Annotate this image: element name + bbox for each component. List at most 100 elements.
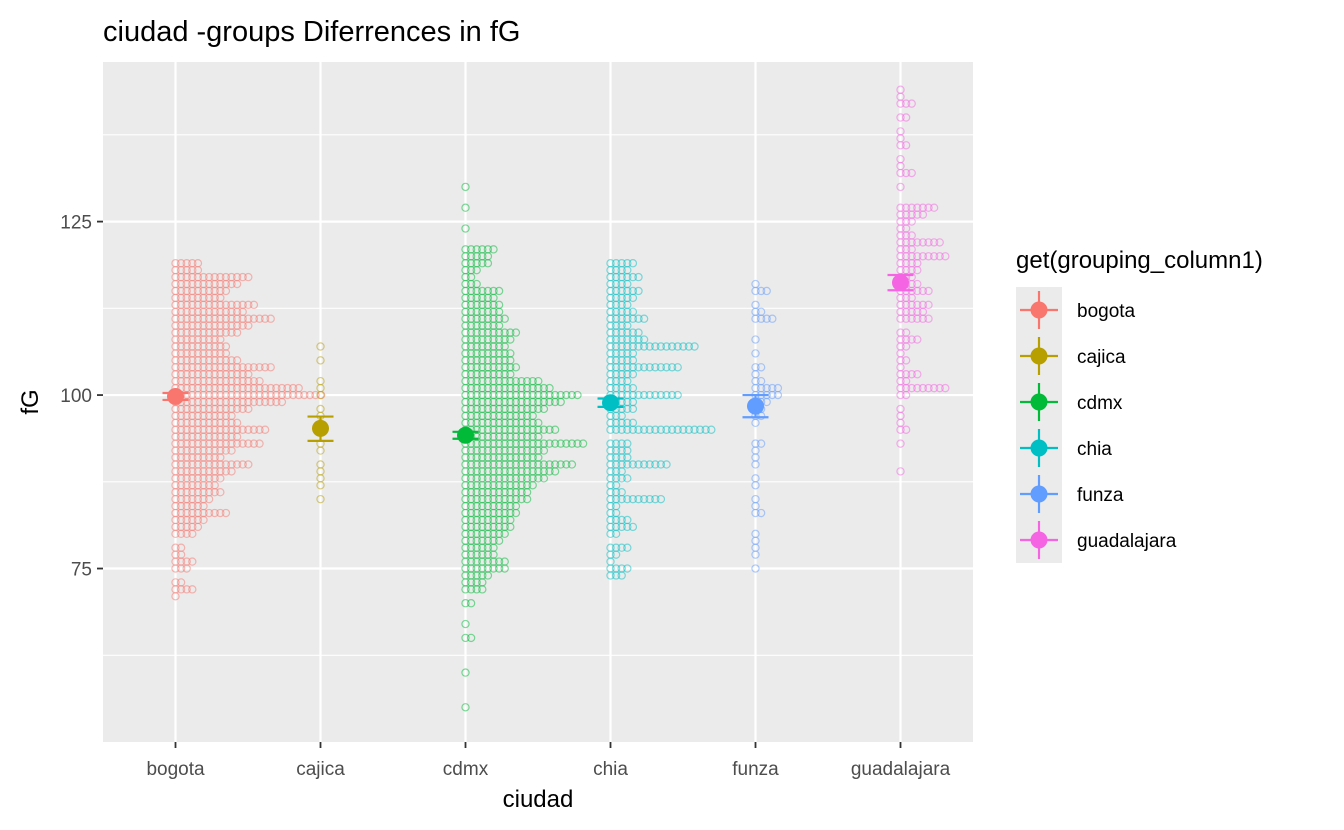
data-dot xyxy=(656,390,666,400)
legend-keys: bogota cajica cdmx chia funza guadalajara xyxy=(1016,287,1177,563)
data-dot xyxy=(896,404,905,414)
y-tick-label: 100 xyxy=(60,386,92,407)
data-dot xyxy=(210,272,219,282)
data-dot xyxy=(907,203,916,212)
mean-point xyxy=(312,419,329,437)
data-dot xyxy=(249,376,259,386)
data-dot xyxy=(639,425,649,434)
data-dot xyxy=(511,363,521,372)
data-dot xyxy=(907,231,916,240)
data-dot xyxy=(701,425,710,434)
data-dot xyxy=(562,439,571,448)
data-dot xyxy=(617,515,626,525)
data-dot xyxy=(896,113,905,122)
data-dot xyxy=(634,494,643,504)
y-axis-title: fG xyxy=(17,389,44,414)
data-dot xyxy=(634,314,643,323)
data-dot xyxy=(567,460,577,469)
data-dot xyxy=(756,307,766,316)
data-dot xyxy=(210,508,219,518)
data-dot xyxy=(232,356,242,365)
data-dot xyxy=(651,425,660,434)
data-dot xyxy=(684,425,694,434)
data-dot xyxy=(500,328,509,337)
data-dot xyxy=(489,286,498,296)
data-dot xyxy=(623,439,632,448)
data-dot xyxy=(244,272,253,282)
data-dot xyxy=(773,383,783,393)
data-dot xyxy=(611,259,621,268)
data-dot xyxy=(255,376,264,386)
data-dot xyxy=(244,425,253,434)
data-dot xyxy=(651,494,660,504)
data-dot xyxy=(901,356,911,365)
data-dot xyxy=(311,390,320,400)
data-dot xyxy=(639,314,649,323)
data-dot xyxy=(690,342,699,351)
data-dot xyxy=(907,168,916,178)
data-dot xyxy=(634,425,643,434)
legend-label: funza xyxy=(1077,485,1124,506)
data-dot xyxy=(941,252,950,261)
data-dot xyxy=(249,439,259,448)
data-dot xyxy=(260,363,270,372)
data-dot xyxy=(316,376,325,386)
x-tick-label: funza xyxy=(732,759,779,780)
data-dot xyxy=(751,494,760,504)
data-dot xyxy=(896,467,905,476)
data-dot xyxy=(651,460,660,469)
data-dot xyxy=(684,342,694,351)
data-dot xyxy=(656,494,666,504)
data-dot xyxy=(171,578,180,587)
data-dot xyxy=(578,439,588,448)
data-dot xyxy=(461,224,470,233)
data-dot xyxy=(545,439,554,448)
data-dot xyxy=(628,522,638,532)
data-dot xyxy=(305,390,315,400)
data-dot xyxy=(255,439,264,448)
data-dot xyxy=(249,300,259,310)
data-dot xyxy=(617,564,626,573)
data-dot xyxy=(901,113,911,122)
data-dot xyxy=(478,245,487,254)
data-dot xyxy=(662,425,671,434)
x-axis-title: ciudad xyxy=(503,786,574,813)
data-dot xyxy=(901,328,911,337)
data-dot xyxy=(623,515,632,525)
data-dot xyxy=(611,439,621,448)
data-dot xyxy=(227,300,236,310)
data-dot xyxy=(662,460,671,469)
y-tick-label: 125 xyxy=(60,213,92,234)
data-dot xyxy=(924,238,933,247)
legend-title: get(grouping_column1) xyxy=(1016,247,1263,274)
mean-point xyxy=(892,274,909,292)
data-dot xyxy=(461,668,470,677)
data-dot xyxy=(227,460,236,469)
data-dot xyxy=(204,272,214,282)
data-dot xyxy=(679,425,688,434)
data-dot xyxy=(461,703,470,712)
data-dot xyxy=(896,154,905,164)
data-dot xyxy=(639,335,649,344)
data-dot xyxy=(751,564,760,573)
data-dot xyxy=(545,460,554,469)
data-dot xyxy=(534,418,543,428)
data-dot xyxy=(929,203,939,212)
data-dot xyxy=(913,370,922,379)
data-dot xyxy=(494,557,504,566)
data-dot xyxy=(756,508,766,518)
legend-label: chia xyxy=(1077,439,1112,460)
data-dot xyxy=(651,390,660,400)
data-dot xyxy=(517,376,526,386)
legend-key-point xyxy=(1030,393,1048,411)
data-dot xyxy=(461,203,470,212)
data-dot xyxy=(316,494,325,504)
data-dot xyxy=(918,300,928,310)
data-dot xyxy=(260,314,270,323)
data-dot xyxy=(695,425,705,434)
data-dot xyxy=(673,363,682,372)
data-dot xyxy=(673,425,682,434)
data-dot xyxy=(645,342,654,351)
data-dot xyxy=(238,300,247,310)
data-dot xyxy=(556,390,565,400)
